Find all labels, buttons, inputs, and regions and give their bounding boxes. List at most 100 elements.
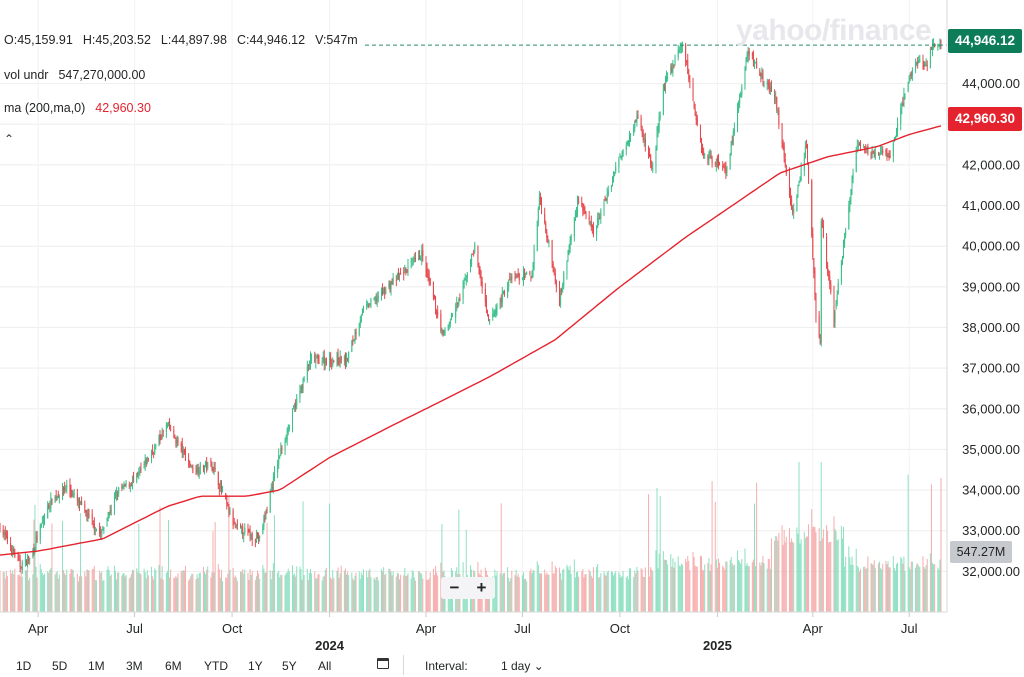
volume-bar (191, 573, 193, 612)
range-button-3m[interactable]: 3M (126, 659, 143, 673)
volume-bar (428, 578, 430, 612)
candle-body (563, 272, 565, 286)
ma-indicator-legend[interactable]: ma (200,ma,0) 42,960.30 (4, 101, 151, 115)
candle-body (808, 162, 810, 180)
candle-body (273, 472, 275, 479)
volume-bar (259, 578, 261, 612)
volume-bar (797, 533, 799, 612)
candle-body (153, 451, 155, 453)
candle-body (834, 310, 836, 323)
candle-body (227, 504, 229, 506)
interval-dropdown[interactable]: 1 day ⌄ (501, 659, 544, 673)
range-button-1d[interactable]: 1D (16, 659, 32, 673)
candle-body (916, 62, 918, 65)
x-tick-label: Jul (901, 621, 918, 636)
volume-bar (939, 559, 941, 612)
volume-bar (707, 563, 709, 612)
candle-body (939, 42, 941, 45)
candle-body (480, 275, 482, 284)
zoom-in-button[interactable]: + (476, 578, 487, 597)
calendar-icon[interactable] (377, 658, 389, 669)
volume-bar (940, 477, 942, 612)
volume-bar (500, 503, 502, 612)
range-button-5d[interactable]: 5D (52, 659, 68, 673)
range-button-all[interactable]: All (318, 659, 332, 673)
volume-bar (870, 563, 872, 612)
volume-bar (753, 503, 756, 612)
volume-bar (318, 573, 320, 612)
volume-bar (165, 572, 167, 612)
y-tick-label: 32,000.00 (962, 564, 1020, 579)
volume-bar (633, 577, 635, 612)
candle-body (615, 166, 617, 172)
candle-body (322, 357, 324, 361)
volume-bar (130, 573, 132, 612)
candle-body (81, 501, 83, 505)
candle-body (118, 488, 120, 494)
volume-indicator-legend[interactable]: vol undr 547,270,000.00 (4, 68, 145, 82)
candle-body (849, 199, 851, 208)
volume-bar (642, 576, 644, 612)
candle-body (904, 93, 906, 96)
last-price-tag: 44,946.12 (948, 29, 1022, 53)
volume-bar (570, 573, 572, 612)
volume-bar (218, 569, 220, 612)
candle-body (77, 499, 79, 503)
volume-bar (672, 558, 674, 612)
candle-body (354, 333, 356, 342)
volume-bar (722, 565, 724, 612)
volume-bar (160, 578, 162, 612)
candle-body (591, 224, 593, 228)
candle-body (570, 236, 572, 241)
volume-bar (287, 568, 289, 612)
candle-body (395, 279, 397, 281)
volume-bar (739, 561, 741, 612)
volume-bar (536, 561, 538, 612)
candle-body (272, 476, 274, 491)
volume-bar (229, 569, 231, 612)
volume-bar (309, 568, 312, 612)
candle-body (300, 385, 302, 389)
range-button-5y[interactable]: 5Y (282, 659, 297, 673)
volume-bar (76, 573, 78, 612)
range-button-6m[interactable]: 6M (165, 659, 182, 673)
zoom-out-button[interactable]: − (449, 578, 460, 597)
candle-body (250, 533, 252, 536)
x-tick-label: Apr (28, 621, 49, 636)
volume-bar (917, 563, 919, 612)
candle-body (776, 96, 778, 110)
candle-body (613, 175, 615, 179)
range-button-1y[interactable]: 1Y (248, 659, 263, 673)
range-button-1m[interactable]: 1M (88, 659, 105, 673)
volume-bar (205, 574, 207, 612)
candle-body (621, 153, 623, 155)
volume-bar (814, 527, 816, 612)
candle-body (262, 526, 264, 535)
volume-bar (294, 573, 296, 612)
volume-bar (680, 563, 682, 612)
candle-body (294, 405, 296, 408)
collapse-legend-chevron-up-icon[interactable]: ⌃ (4, 132, 15, 146)
volume-bar (760, 565, 762, 612)
candle-body (523, 272, 525, 280)
candle-body (857, 145, 859, 147)
candle-body (359, 320, 361, 325)
range-button-ytd[interactable]: YTD (204, 659, 228, 673)
candle-body (358, 323, 360, 336)
candle-body (648, 148, 650, 156)
candle-body (154, 445, 156, 455)
y-tick-label: 42,000.00 (962, 157, 1020, 172)
candle-body (337, 353, 339, 364)
candle-body (588, 216, 590, 221)
candle-body (792, 209, 794, 213)
volume-bar (232, 567, 234, 612)
candle-body (479, 268, 481, 275)
candle-body (50, 497, 52, 509)
candle-body (733, 128, 735, 134)
volume-bar (886, 564, 888, 612)
candle-body (295, 403, 297, 408)
candle-body (785, 164, 787, 174)
y-tick-label: 40,000.00 (962, 239, 1020, 254)
volume-bar (262, 565, 264, 612)
